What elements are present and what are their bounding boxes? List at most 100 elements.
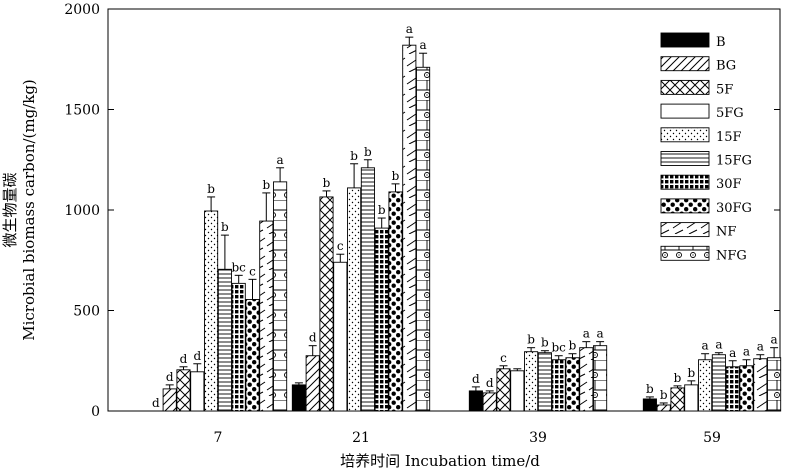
bar-NF-21 bbox=[402, 44, 417, 412]
legend-swatch-5F bbox=[660, 79, 710, 95]
bar-NFG-7 bbox=[273, 181, 288, 412]
bar-B-21 bbox=[291, 384, 306, 412]
legend-label-15F: 15F bbox=[716, 130, 742, 145]
legend-label-15FG: 15FG bbox=[716, 154, 752, 169]
bar-5FG-7 bbox=[190, 371, 205, 412]
bar-30F-59 bbox=[725, 366, 740, 412]
significance-label: b bbox=[364, 145, 372, 159]
legend-label-30FG: 30FG bbox=[716, 201, 752, 216]
y-axis-title: Microbial biomass carbon/(mg/kg) bbox=[20, 79, 38, 341]
x-tick-label: 21 bbox=[352, 430, 370, 446]
bar-B-39 bbox=[468, 390, 483, 412]
y-tick-label: 1500 bbox=[64, 103, 100, 119]
significance-label: b bbox=[350, 149, 358, 163]
significance-label: b bbox=[221, 220, 229, 234]
significance-label: a bbox=[729, 346, 736, 360]
x-tick-label: 39 bbox=[529, 430, 547, 446]
bar-15FG-39 bbox=[537, 352, 552, 412]
bar-30F-7 bbox=[231, 282, 246, 412]
bar-5F-59 bbox=[670, 387, 685, 412]
legend-swatch-15FG bbox=[660, 151, 710, 166]
significance-label: a bbox=[597, 327, 604, 341]
significance-label: a bbox=[743, 345, 750, 359]
bar-NF-39 bbox=[579, 347, 594, 412]
bar-NF-7 bbox=[259, 220, 274, 412]
legend-label-5FG: 5FG bbox=[716, 106, 744, 121]
significance-label: b bbox=[527, 333, 535, 347]
significance-label: b bbox=[262, 178, 270, 192]
significance-label: bc bbox=[551, 341, 566, 355]
significance-label: a bbox=[757, 340, 764, 354]
significance-label: d bbox=[166, 370, 174, 384]
bar-BG-21 bbox=[305, 355, 320, 412]
legend-swatch-BG bbox=[660, 56, 710, 72]
bar-NFG-59 bbox=[767, 357, 782, 412]
bar-5F-39 bbox=[496, 368, 511, 412]
bar-30F-21 bbox=[374, 227, 389, 412]
bar-15FG-59 bbox=[711, 354, 726, 412]
significance-label: b bbox=[541, 336, 549, 350]
bar-15F-21 bbox=[347, 187, 362, 412]
bar-5F-7 bbox=[176, 369, 191, 412]
bar-5FG-21 bbox=[333, 261, 348, 412]
significance-label: a bbox=[406, 22, 413, 36]
bar-30FG-39 bbox=[565, 357, 580, 412]
y-tick-label: 500 bbox=[73, 304, 100, 320]
significance-label: a bbox=[277, 153, 284, 167]
bar-BG-59 bbox=[656, 404, 671, 412]
bar-BG-39 bbox=[482, 392, 497, 412]
significance-label: d bbox=[472, 372, 480, 386]
y-tick-label: 0 bbox=[91, 404, 100, 420]
legend-swatch-30FG bbox=[660, 198, 710, 214]
x-tick-label: 7 bbox=[214, 430, 223, 446]
legend-swatch-15F bbox=[660, 127, 710, 143]
significance-label: c bbox=[337, 239, 344, 253]
significance-label: b bbox=[392, 169, 400, 183]
significance-label: a bbox=[702, 339, 709, 353]
significance-label: b bbox=[378, 203, 386, 217]
bar-15F-7 bbox=[204, 210, 219, 412]
bar-NFG-21 bbox=[416, 66, 431, 412]
significance-label: b bbox=[646, 382, 654, 396]
bar-5FG-59 bbox=[684, 384, 699, 412]
legend-label-BG: BG bbox=[716, 59, 736, 74]
legend-swatch-NFG bbox=[660, 245, 710, 261]
significance-label: b bbox=[207, 182, 215, 196]
significance-label: d bbox=[152, 396, 160, 410]
legend: B BG 5F 5FG 15F 15FG 30F 30FG NF NFG bbox=[660, 32, 752, 263]
bar-15FG-7 bbox=[217, 268, 232, 412]
x-tick-label: 59 bbox=[703, 430, 721, 446]
significance-label: d bbox=[486, 376, 494, 390]
significance-label: b bbox=[687, 366, 695, 380]
bar-30FG-7 bbox=[245, 298, 260, 412]
legend-swatch-30F bbox=[660, 174, 710, 190]
significance-label: c bbox=[500, 351, 507, 365]
significance-label: bc bbox=[231, 260, 246, 274]
significance-label: a bbox=[420, 38, 427, 52]
bar-NF-59 bbox=[753, 358, 768, 412]
significance-label: b bbox=[323, 176, 331, 190]
significance-label: d bbox=[309, 331, 317, 345]
bar-BG-7 bbox=[162, 388, 177, 412]
x-axis-title: 培养时间 Incubation time/d bbox=[340, 452, 540, 470]
legend-label-B: B bbox=[716, 35, 726, 50]
significance-label: a bbox=[583, 327, 590, 341]
bar-B-59 bbox=[642, 398, 657, 412]
significance-label: a bbox=[715, 338, 722, 352]
legend-swatch-NF bbox=[660, 222, 710, 238]
bar-30FG-21 bbox=[388, 191, 403, 412]
significance-label: b bbox=[569, 339, 577, 353]
legend-swatch-5FG bbox=[660, 103, 710, 119]
significance-label: b bbox=[674, 371, 682, 385]
legend-label-NFG: NFG bbox=[716, 248, 747, 263]
bar-15F-59 bbox=[698, 359, 713, 412]
bar-30F-39 bbox=[551, 359, 566, 412]
y-axis-title-cn: 微生物量碳 bbox=[1, 172, 19, 247]
significance-label: c bbox=[249, 264, 256, 278]
legend-label-5F: 5F bbox=[716, 82, 733, 97]
legend-swatch-B bbox=[660, 32, 710, 48]
y-tick-label: 2000 bbox=[64, 2, 100, 18]
bar-30FG-59 bbox=[739, 365, 754, 412]
bar-15FG-21 bbox=[360, 167, 375, 412]
